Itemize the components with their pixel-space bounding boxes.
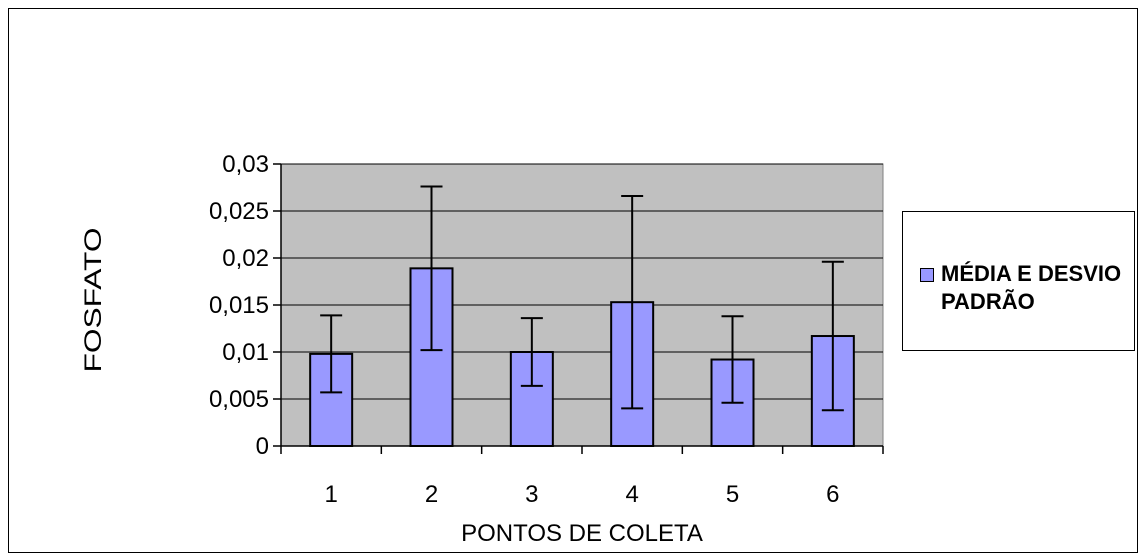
error-bar-5 [721,315,744,404]
y-tick-label: 0,01 [222,339,269,366]
error-bar-4 [621,194,644,410]
y-tick-label: 0,03 [222,151,269,178]
legend-swatch [920,268,934,282]
x-tick-label: 4 [625,481,638,508]
error-bars [320,185,844,412]
y-tick-label: 0,025 [209,198,269,225]
error-bar-1 [320,314,343,394]
gridlines [281,163,883,400]
y-tick-label: 0,02 [222,245,269,272]
legend: MÉDIA E DESVIO PADRÃO [902,211,1135,351]
x-tick-label: 3 [525,481,538,508]
x-tick-label: 5 [726,481,739,508]
error-bar-2 [420,185,443,352]
y-tick-label: 0,015 [209,292,269,319]
x-tick-label: 6 [826,481,839,508]
x-axis-title: PONTOS DE COLETA [461,520,703,547]
y-tick-label: 0,005 [209,386,269,413]
legend-label: MÉDIA E DESVIO PADRÃO [941,261,1122,314]
y-tick-labels: 0 0,005 0,01 0,015 0,02 0,025 0,03 [209,151,269,460]
x-tick-label: 2 [425,481,438,508]
error-bar-6 [821,260,844,412]
y-axis-title: FOSFATO [80,228,107,373]
x-tick-label: 1 [324,481,337,508]
x-tick-labels: 1 2 3 4 5 6 [324,481,839,508]
error-bar-3 [520,317,543,387]
y-tick-label: 0 [256,433,269,460]
axes [273,163,884,454]
